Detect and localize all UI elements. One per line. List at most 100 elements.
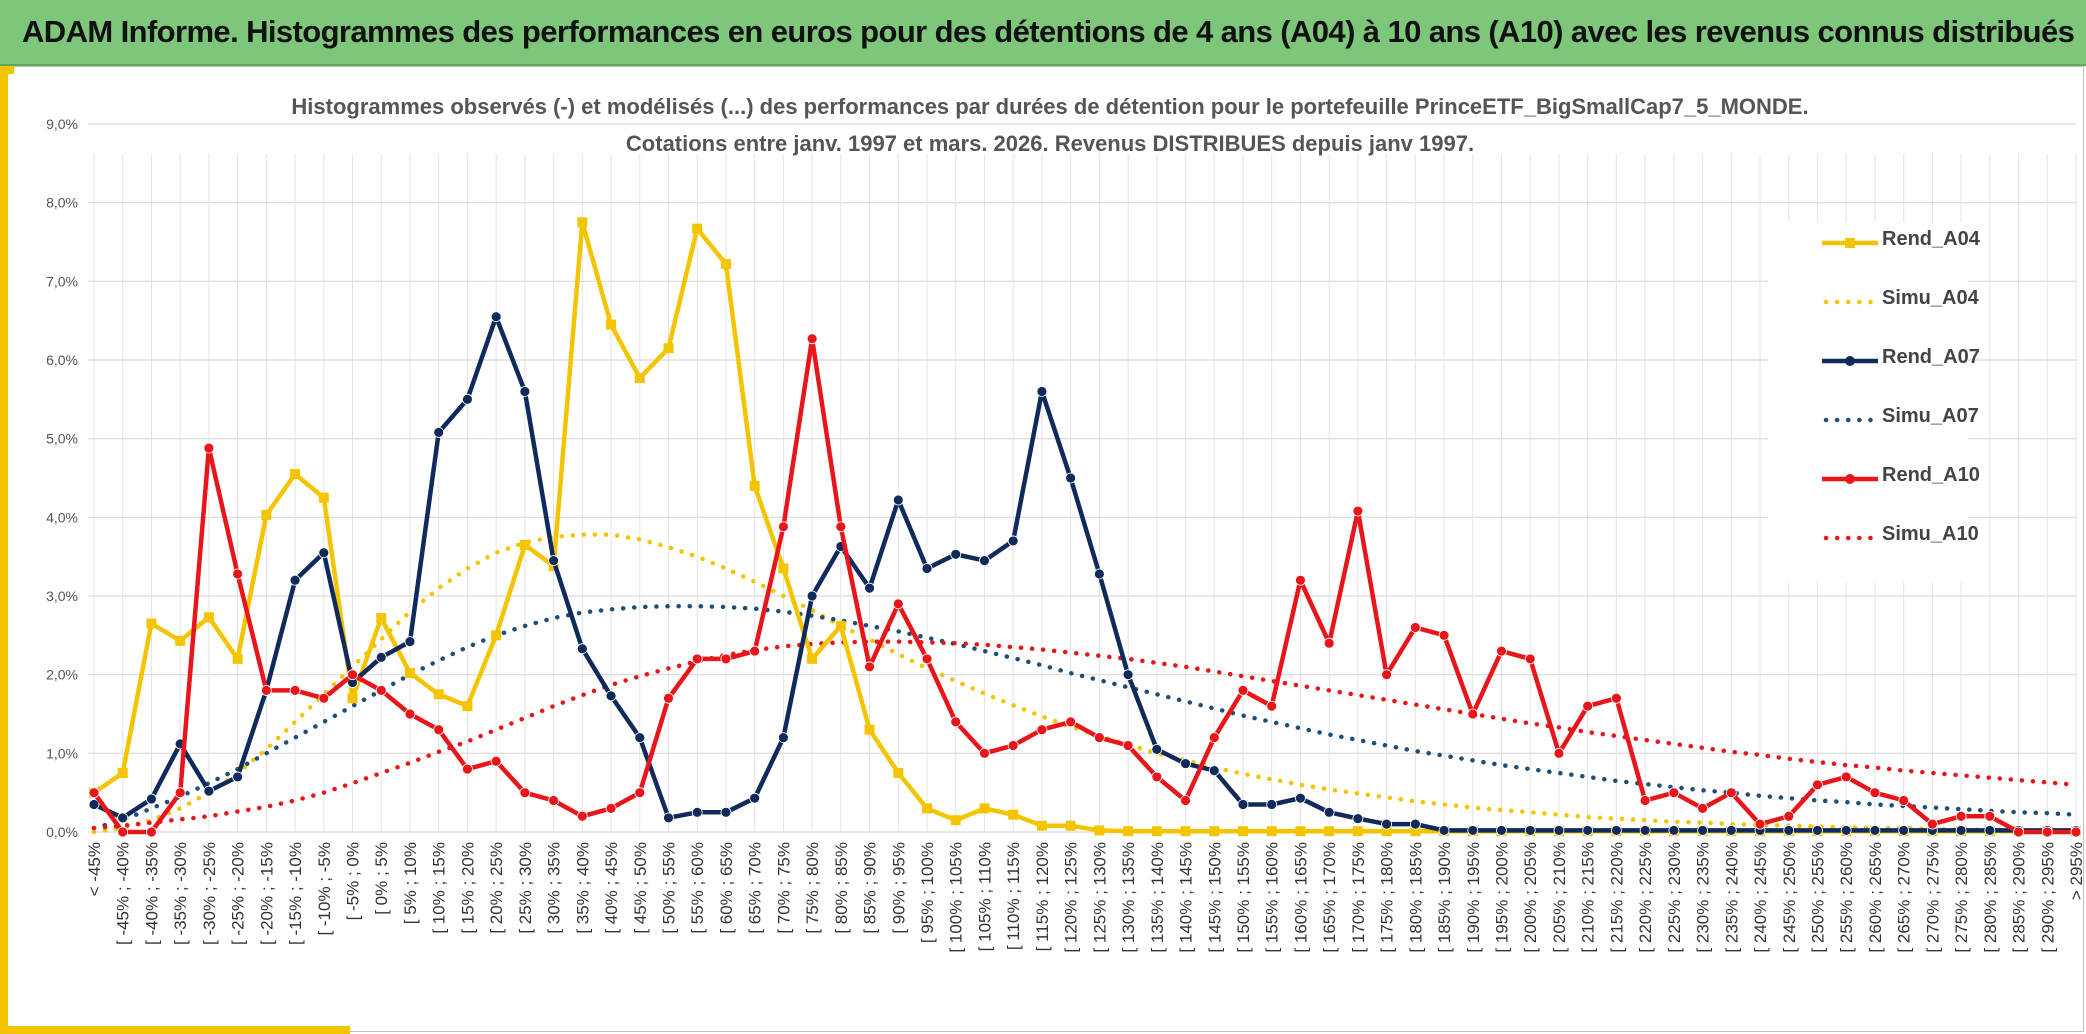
data-point-rend-a04 bbox=[663, 343, 674, 354]
x-tick-label: [ 190% ; 195% bbox=[1464, 842, 1483, 953]
x-tick-label: [ 245% ; 250% bbox=[1780, 842, 1799, 953]
x-tick-label: [ 125% ; 130% bbox=[1090, 842, 1109, 953]
x-tick-label: [ -20% ; -15% bbox=[257, 842, 276, 945]
data-point-rend-a10 bbox=[720, 653, 732, 665]
data-point-rend-a07 bbox=[1725, 825, 1737, 836]
legend-label: Simu_A07 bbox=[1882, 405, 1979, 427]
data-point-rend-a07 bbox=[433, 426, 445, 438]
data-point-rend-a07 bbox=[146, 793, 157, 805]
x-tick-label: [ 145% ; 150% bbox=[1205, 842, 1224, 953]
data-point-rend-a07 bbox=[634, 732, 646, 743]
x-tick-label: [ 40% ; 45% bbox=[602, 842, 621, 934]
data-point-rend-a10 bbox=[1668, 787, 1680, 799]
y-tick-label: 9,0% bbox=[46, 116, 78, 132]
data-point-rend-a10 bbox=[203, 442, 215, 454]
data-point-rend-a04 bbox=[1036, 820, 1047, 831]
data-point-rend-a07 bbox=[1093, 568, 1105, 580]
data-point-rend-a04 bbox=[1209, 826, 1220, 837]
legend-item-simu-a10: Simu_A10 bbox=[1768, 517, 1979, 557]
x-tick-label: [ 105% ; 110% bbox=[975, 842, 994, 951]
data-point-rend-a10 bbox=[1237, 685, 1249, 696]
x-tick-label: [ 110% ; 115% bbox=[1004, 842, 1023, 950]
x-axis: < -45% [ -45% ; -40% [ -40% ; -35% [ -35% ;… bbox=[85, 842, 2086, 953]
series-line-rend-a07 bbox=[93, 314, 2076, 833]
y-tick-label: 2,0% bbox=[46, 667, 78, 683]
x-tick-label: [ 85% ; 90% bbox=[861, 842, 880, 934]
legend-swatch-rend-a04 bbox=[1822, 238, 1878, 248]
series-line-rend-a10 bbox=[92, 336, 2076, 835]
legend-swatch-simu-a04 bbox=[1823, 299, 1879, 305]
data-point-rend-a10 bbox=[1007, 740, 1019, 751]
series-line-simu-a07 bbox=[91, 603, 2079, 831]
x-tick-label: [ 55% ; 60% bbox=[688, 842, 707, 934]
data-point-rend-a04 bbox=[979, 803, 990, 814]
data-point-rend-a07 bbox=[1438, 825, 1450, 836]
x-tick-label: [ 240% ; 245% bbox=[1751, 842, 1770, 953]
data-point-rend-a07 bbox=[88, 799, 100, 810]
x-tick-label: [ 285% ; 290% bbox=[2010, 842, 2029, 953]
x-tick-label: [ -40% ; -35% bbox=[142, 842, 161, 945]
x-tick-label: [ 30% ; 35% bbox=[545, 842, 564, 934]
data-point-rend-a04 bbox=[1237, 826, 1248, 837]
data-point-rend-a04 bbox=[1266, 826, 1277, 837]
data-point-rend-a10 bbox=[950, 716, 962, 728]
data-point-rend-a04 bbox=[1123, 826, 1134, 837]
data-point-rend-a07 bbox=[1639, 825, 1651, 836]
data-point-rend-a07 bbox=[404, 636, 416, 648]
y-tick-label: 5,0% bbox=[46, 431, 78, 447]
x-tick-label: [ 50% ; 55% bbox=[659, 842, 678, 934]
x-tick-label: [ 280% ; 285% bbox=[1981, 842, 2000, 953]
data-point-rend-a07 bbox=[1381, 818, 1393, 830]
x-tick-label: [ 135% ; 140% bbox=[1148, 842, 1167, 953]
data-point-rend-a07 bbox=[1237, 799, 1249, 810]
data-point-rend-a04 bbox=[807, 653, 818, 664]
x-tick-label: [ 225% ; 230% bbox=[1665, 842, 1684, 953]
data-point-rend-a07 bbox=[1065, 472, 1077, 484]
data-point-rend-a10 bbox=[1553, 747, 1565, 759]
data-point-rend-a10 bbox=[519, 787, 531, 799]
data-point-rend-a04 bbox=[232, 653, 243, 664]
data-point-rend-a07 bbox=[1151, 744, 1163, 755]
data-point-rend-a10 bbox=[1180, 795, 1191, 806]
data-point-rend-a04 bbox=[606, 319, 617, 330]
x-tick-label: [ 60% ; 65% bbox=[717, 842, 736, 934]
data-point-rend-a10 bbox=[1295, 574, 1306, 586]
data-point-rend-a10 bbox=[921, 653, 933, 665]
data-point-rend-a07 bbox=[1611, 825, 1622, 836]
x-tick-label: < -45% bbox=[85, 842, 104, 896]
legend-swatch-simu-a07 bbox=[1823, 417, 1879, 423]
data-point-rend-a10 bbox=[548, 795, 559, 806]
accent-bar-left bbox=[0, 66, 8, 1034]
data-point-rend-a07 bbox=[1467, 825, 1479, 836]
data-point-rend-a07 bbox=[375, 651, 387, 663]
data-point-rend-a04 bbox=[634, 373, 645, 384]
data-point-rend-a04 bbox=[1094, 825, 1105, 836]
data-point-rend-a10 bbox=[2070, 826, 2082, 838]
data-point-rend-a10 bbox=[174, 787, 186, 799]
x-tick-label: [ 215% ; 220% bbox=[1607, 842, 1626, 953]
data-point-rend-a07 bbox=[1984, 825, 1996, 836]
data-point-rend-a10 bbox=[576, 810, 588, 822]
data-point-rend-a04 bbox=[1065, 820, 1076, 831]
data-point-rend-a07 bbox=[1496, 825, 1507, 836]
legend-label: Rend_A07 bbox=[1882, 346, 1980, 368]
y-tick-label: 7,0% bbox=[46, 273, 78, 289]
legend-item-rend-a07: Rend_A07 bbox=[1768, 340, 1980, 380]
data-point-rend-a10 bbox=[835, 521, 847, 533]
x-tick-label: [ 130% ; 135% bbox=[1119, 842, 1138, 953]
x-tick-label: [ 45% ; 50% bbox=[631, 842, 650, 934]
data-point-rend-a04 bbox=[519, 539, 530, 550]
data-point-rend-a07 bbox=[1180, 758, 1191, 769]
data-point-rend-a04 bbox=[577, 217, 588, 228]
series-line-simu-a10 bbox=[91, 639, 2079, 831]
x-tick-label: [ 270% ; 275% bbox=[1923, 842, 1942, 953]
data-point-rend-a04 bbox=[1381, 826, 1392, 837]
data-point-rend-a10 bbox=[318, 692, 330, 704]
data-point-rend-a07 bbox=[462, 393, 473, 405]
x-tick-label: [ 75% ; 80% bbox=[803, 842, 822, 934]
data-point-rend-a07 bbox=[1955, 825, 1967, 836]
x-tick-label: [ -35% ; -30% bbox=[171, 842, 190, 945]
data-point-rend-a10 bbox=[1122, 740, 1134, 751]
data-point-rend-a04 bbox=[462, 701, 473, 712]
